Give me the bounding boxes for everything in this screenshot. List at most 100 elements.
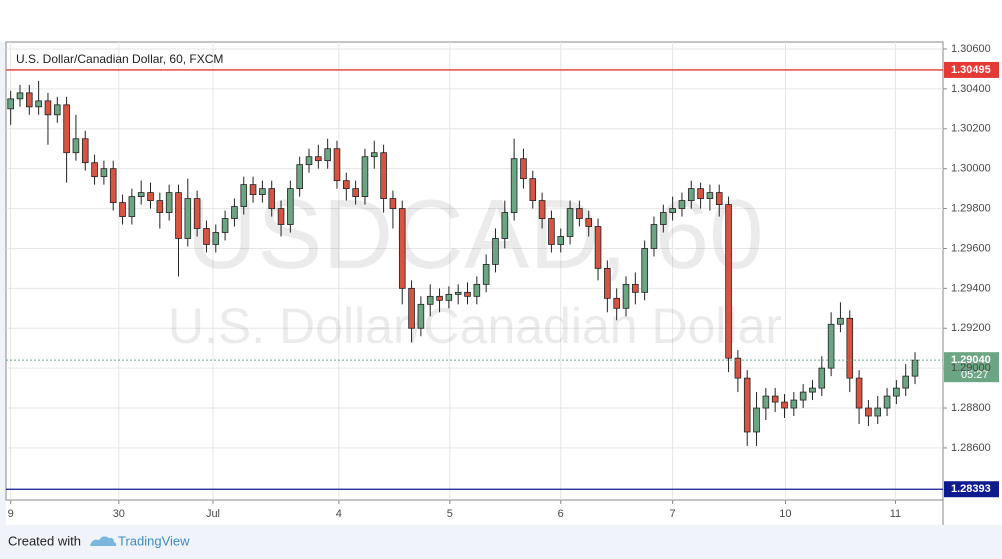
candle-body <box>26 92 33 108</box>
candle-body <box>408 287 415 329</box>
candle-body <box>16 92 24 100</box>
last-price-tag <box>944 352 999 383</box>
y-tick-label: 1.29000 <box>951 362 991 374</box>
price-tag-label: 1.28393 <box>951 483 991 495</box>
candle-body <box>380 152 387 199</box>
candle-body <box>389 198 397 209</box>
x-tick-label: 7 <box>670 508 676 520</box>
candle-body <box>464 291 471 297</box>
watermark: USDCAD, 60 <box>186 179 763 289</box>
candle-body <box>687 188 695 201</box>
candle-body <box>165 192 173 213</box>
footer-text: Created with <box>8 533 81 548</box>
candle-body <box>249 184 257 196</box>
candle-body <box>818 367 826 389</box>
candle-body <box>287 188 294 225</box>
candle-body <box>175 192 182 239</box>
candle-body <box>809 387 816 393</box>
y-tick-label: 1.30200 <box>951 123 991 135</box>
price-tags: 1.30495 1.28393 1.29040 05:27 <box>944 61 999 498</box>
candle-body <box>725 204 732 359</box>
candle-body <box>585 218 593 227</box>
candle-body <box>538 200 546 219</box>
candle-body <box>893 387 900 397</box>
x-tick-label: 9 <box>8 508 14 520</box>
candle-body <box>762 395 770 409</box>
candle-body <box>454 291 462 295</box>
candle-body <box>53 104 61 116</box>
candles <box>6 69 943 490</box>
chart-title: U.S. Dollar/Canadian Dollar, 60, FXCM <box>16 52 223 66</box>
candle-body <box>734 357 742 379</box>
price-tag <box>944 61 999 78</box>
countdown: 05:27 <box>961 369 989 381</box>
candle-body <box>622 283 630 309</box>
candle-body <box>81 138 89 164</box>
candle-body <box>221 218 229 233</box>
candle-body <box>715 192 723 205</box>
y-tick-label: 1.28600 <box>951 442 991 454</box>
x-tick-label: 4 <box>336 508 342 520</box>
candle-body <box>137 192 145 197</box>
candle-body <box>100 168 108 178</box>
candle-body <box>874 407 882 417</box>
footer: Created with TradingView <box>8 533 190 548</box>
price-tag-label: 1.30495 <box>951 64 991 76</box>
candle-body <box>7 98 14 110</box>
grid <box>6 42 947 504</box>
x-tick-label: 10 <box>779 508 791 520</box>
candle-body <box>361 156 369 197</box>
candle-body <box>473 283 481 297</box>
candle-body <box>883 395 891 409</box>
y-tick-label: 1.29400 <box>951 282 991 294</box>
candle-body <box>678 200 686 209</box>
candle-body <box>119 202 126 217</box>
logo[interactable] <box>90 536 117 546</box>
candle-body <box>827 323 835 369</box>
x-tick-label: 6 <box>558 508 564 520</box>
candle-body <box>632 283 639 293</box>
candle-body <box>91 162 98 178</box>
candle-body <box>343 180 350 190</box>
candle-body <box>231 206 238 219</box>
candle-body <box>417 303 425 329</box>
candle-body <box>855 377 863 409</box>
candle-body <box>566 208 574 237</box>
candle-body <box>520 158 527 180</box>
candle-body <box>743 377 751 433</box>
candle-body <box>911 359 919 377</box>
candle-body <box>529 178 537 201</box>
top-band <box>0 0 1002 42</box>
x-tick-label: 5 <box>447 508 453 520</box>
candle-body <box>305 156 313 166</box>
candle-body <box>492 238 499 265</box>
candle-body <box>352 188 359 197</box>
candle-body <box>109 168 117 203</box>
candle-body <box>426 295 434 305</box>
y-tick-label: 1.29800 <box>951 202 991 214</box>
candle-body <box>865 407 872 417</box>
candle-body <box>445 293 453 301</box>
candle-body <box>613 297 620 309</box>
y-tick-label: 1.30600 <box>951 43 991 55</box>
candle-body <box>315 156 322 162</box>
y-tick-label: 1.30000 <box>951 163 991 175</box>
plot-area <box>5 41 944 501</box>
candle-body <box>846 317 854 379</box>
candle-body <box>706 192 714 199</box>
candle-body <box>790 399 798 409</box>
candle-body <box>482 264 490 285</box>
candle-body <box>63 104 70 154</box>
candle-body <box>669 208 676 213</box>
candle-body <box>35 100 42 108</box>
candle-body <box>72 138 80 154</box>
price-axis <box>943 42 1002 525</box>
candle-body <box>594 226 602 269</box>
candle-body <box>268 188 276 209</box>
candle-body <box>650 224 658 249</box>
brand-link[interactable]: TradingView <box>118 533 190 548</box>
candle-body <box>436 295 443 301</box>
candle-body <box>240 184 248 207</box>
